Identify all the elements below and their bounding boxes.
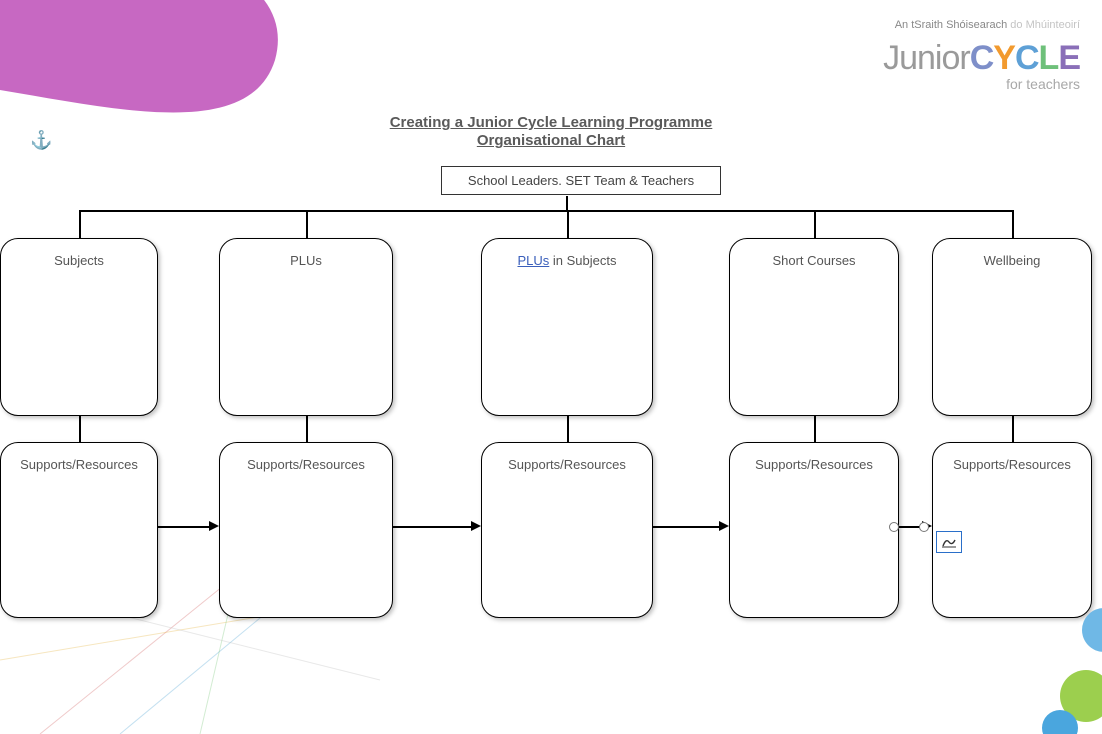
connector: [567, 210, 569, 238]
connector: [814, 210, 816, 238]
supports-plus-in-subjects: Supports/Resources: [481, 442, 653, 618]
selection-handle-right[interactable]: [919, 522, 929, 532]
category-plus: PLUs: [219, 238, 393, 416]
logo-tagline: An tSraith Shóisearach do Mhúinteoirí: [883, 20, 1080, 31]
connector: [814, 416, 816, 442]
category-wellbeing: Wellbeing: [932, 238, 1092, 416]
supports-label: Supports/Resources: [933, 443, 1091, 472]
category-label: Wellbeing: [933, 239, 1091, 268]
supports-label: Supports/Resources: [1, 443, 157, 472]
connector: [566, 196, 568, 210]
supports-plus: Supports/Resources: [219, 442, 393, 618]
connector: [393, 526, 471, 528]
page-title-line1: Creating a Junior Cycle Learning Program…: [0, 114, 1102, 131]
connector: [79, 210, 1012, 212]
logo-main: JuniorCYCLE: [883, 41, 1080, 75]
supports-short-courses: Supports/Resources: [729, 442, 899, 618]
category-label: Short Courses: [730, 239, 898, 268]
connector: [79, 416, 81, 442]
connector: [306, 416, 308, 442]
logo-block: An tSraith Shóisearach do Mhúinteoirí Ju…: [883, 20, 1080, 91]
connector: [79, 210, 81, 238]
arrowhead-icon: [209, 521, 219, 531]
connector: [1012, 210, 1014, 238]
page-title-line2: Organisational Chart: [0, 132, 1102, 149]
floating-format-toolbar[interactable]: [936, 531, 962, 553]
connector: [158, 526, 209, 528]
connector: [306, 210, 308, 238]
selection-handle-left[interactable]: [889, 522, 899, 532]
org-root-node: School Leaders. SET Team & Teachers: [441, 166, 721, 195]
arrowhead-icon: [471, 521, 481, 531]
supports-label: Supports/Resources: [220, 443, 392, 472]
supports-subjects: Supports/Resources: [0, 442, 158, 618]
category-label: PLUs in Subjects: [482, 239, 652, 268]
supports-wellbeing: Supports/Resources: [932, 442, 1092, 618]
arrowhead-icon: [719, 521, 729, 531]
category-short-courses: Short Courses: [729, 238, 899, 416]
category-label: PLUs: [220, 239, 392, 268]
connector: [653, 526, 719, 528]
category-subjects: Subjects: [0, 238, 158, 416]
logo-subtitle: for teachers: [883, 77, 1080, 91]
supports-label: Supports/Resources: [482, 443, 652, 472]
supports-label: Supports/Resources: [730, 443, 898, 472]
category-plus-in-subjects: PLUs in Subjects: [481, 238, 653, 416]
category-label: Subjects: [1, 239, 157, 268]
org-root-label: School Leaders. SET Team & Teachers: [468, 173, 694, 188]
connector: [1012, 416, 1014, 442]
connector: [567, 416, 569, 442]
